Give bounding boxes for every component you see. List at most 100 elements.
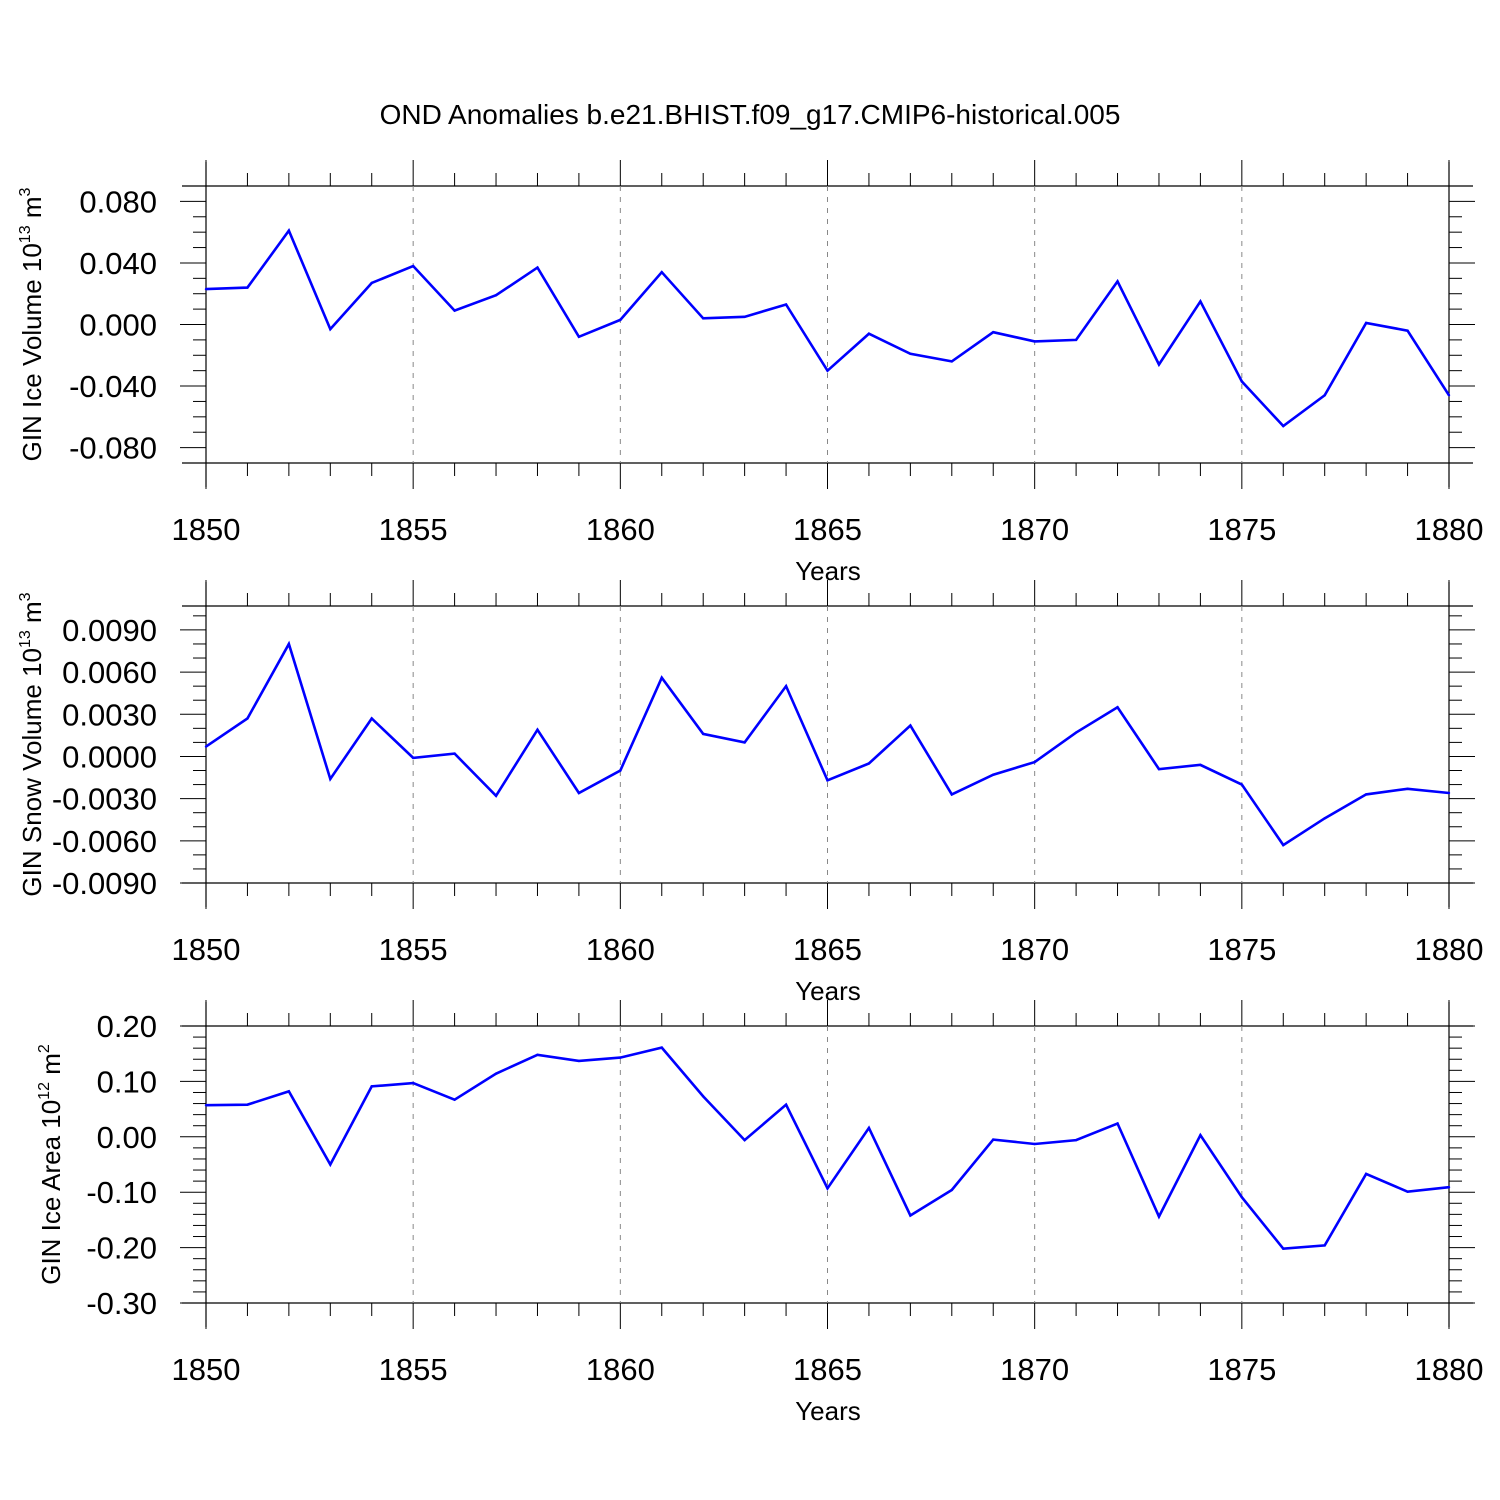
data-point	[619, 1056, 622, 1059]
data-point	[1447, 791, 1451, 795]
data-point	[1240, 380, 1244, 383]
data-point	[992, 330, 995, 334]
data-point	[1447, 394, 1451, 397]
data-point	[660, 1046, 663, 1049]
y-axis-title-unit: m	[36, 1053, 66, 1082]
data-point	[743, 1138, 746, 1142]
panel-ice-area: 1850 1855 1860 1865 1870 1875 1880 0.20 0.10 0.00…	[36, 1000, 1483, 1426]
x-tick-label: 1860	[586, 512, 655, 547]
y-axis-title-text: GIN Snow Volume 10	[17, 648, 47, 897]
data-point	[287, 1090, 291, 1093]
y-axis-title-unit: m	[17, 196, 47, 225]
data-point	[1240, 783, 1244, 786]
data-point	[453, 309, 456, 312]
data-point	[1033, 1142, 1036, 1146]
y-tick-label: 0.000	[79, 308, 157, 343]
data-point	[1199, 300, 1202, 303]
data-point	[411, 1081, 415, 1085]
data-point	[867, 332, 871, 335]
chart-title: OND Anomalies b.e21.BHIST.f09_g17.CMIP6-…	[380, 99, 1121, 130]
data-point	[1074, 731, 1078, 734]
data-point	[1116, 1122, 1119, 1125]
data-point	[784, 1103, 788, 1106]
data-point	[1033, 340, 1036, 343]
x-tick-label: 1870	[1000, 512, 1069, 547]
data-point	[1282, 1247, 1285, 1250]
data-point	[950, 360, 953, 363]
data-point	[577, 335, 581, 339]
data-point	[1323, 394, 1326, 397]
y-tick-label: -0.0090	[52, 866, 157, 901]
x-tick-label: 1850	[172, 512, 241, 547]
data-point	[1157, 1215, 1161, 1218]
panel-ice-volume: 1850 1855 1860 1865 1870 1875 1880 0.080 0.040 0.…	[17, 160, 1483, 586]
data-point	[950, 793, 953, 796]
x-tick-label: 1860	[586, 1352, 655, 1387]
data-point	[204, 287, 208, 291]
data-point	[329, 327, 332, 331]
y-tick-label: -0.30	[86, 1286, 157, 1321]
y-tick-label: 0.080	[79, 184, 157, 219]
data-point	[453, 1098, 456, 1101]
x-tick-label: 1875	[1207, 1352, 1276, 1387]
data-point	[287, 229, 291, 232]
data-point	[1074, 338, 1078, 342]
data-point	[1199, 1133, 1202, 1137]
data-point	[909, 724, 912, 727]
x-tick-label: 1850	[172, 1352, 241, 1387]
x-axis-title: Years	[795, 1396, 861, 1426]
x-tick-label: 1875	[1207, 512, 1276, 547]
x-tick-label: 1870	[1000, 1352, 1069, 1387]
y-axis-title-unit-exponent: 3	[17, 592, 34, 601]
data-point	[329, 1163, 332, 1166]
data-point	[246, 717, 249, 720]
x-tick-label: 1865	[793, 512, 862, 547]
data-point	[619, 769, 622, 772]
y-tick-label: -0.10	[86, 1175, 157, 1210]
data-point	[1323, 1244, 1326, 1247]
data-point	[992, 773, 995, 776]
data-point	[1406, 787, 1409, 790]
data-point	[1157, 363, 1161, 366]
data-point	[1323, 817, 1326, 820]
y-tick-label: -0.0060	[52, 824, 157, 859]
data-point	[1282, 424, 1285, 428]
data-point	[950, 1188, 953, 1192]
x-tick-label: 1855	[379, 512, 448, 547]
data-point	[1406, 1190, 1409, 1193]
y-axis-title-text: GIN Ice Volume 10	[17, 243, 47, 461]
y-tick-label: 0.040	[79, 246, 157, 281]
x-tick-label: 1855	[379, 1352, 448, 1387]
data-point	[992, 1138, 995, 1141]
data-point	[370, 281, 373, 285]
x-tick-label: 1875	[1207, 932, 1276, 967]
x-tick-label: 1880	[1415, 1352, 1484, 1387]
data-point	[702, 317, 705, 320]
data-point	[702, 732, 705, 736]
data-point	[246, 1103, 249, 1106]
y-axis-title-unit-exponent: 2	[36, 1044, 53, 1053]
y-tick-label: -0.0030	[52, 782, 157, 817]
data-point	[826, 369, 829, 372]
y-tick-label: 0.0060	[62, 655, 157, 690]
y-axis-title-exponent: 13	[17, 225, 34, 243]
data-point	[536, 266, 539, 269]
y-tick-label: 0.0090	[62, 613, 157, 648]
data-point	[411, 264, 415, 268]
y-axis-title-unit: m	[17, 601, 47, 630]
data-point	[453, 752, 456, 755]
y-tick-label: -0.20	[86, 1231, 157, 1266]
data-point	[909, 1214, 912, 1217]
y-axis-title-exponent: 12	[36, 1082, 53, 1100]
y-tick-label: -0.040	[69, 369, 157, 404]
data-point	[494, 794, 498, 798]
x-tick-label: 1855	[379, 932, 448, 967]
data-point	[660, 270, 663, 274]
y-tick-label: 0.00	[97, 1120, 157, 1155]
data-point	[619, 318, 622, 322]
data-point	[660, 676, 663, 679]
x-tick-label: 1865	[793, 932, 862, 967]
data-point	[370, 1085, 373, 1088]
y-axis-title-text: GIN Ice Area 10	[36, 1100, 66, 1285]
data-point	[1364, 1172, 1368, 1176]
